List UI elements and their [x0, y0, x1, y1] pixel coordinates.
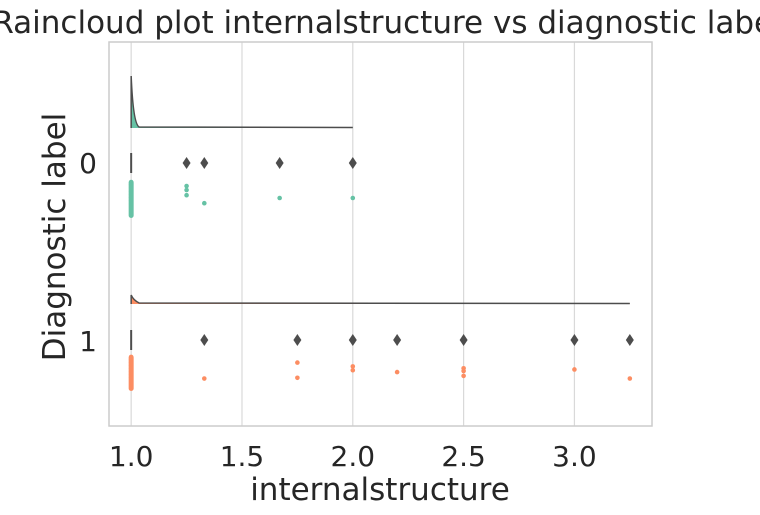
rain-cluster-0 — [128, 180, 134, 218]
rain-point — [277, 195, 282, 201]
rain-point — [350, 364, 356, 369]
outlier-marker — [459, 334, 468, 346]
rain-point — [461, 373, 466, 379]
rain-point — [461, 368, 466, 374]
x-axis-label: internalstructure — [250, 472, 510, 508]
rain-point — [184, 192, 189, 198]
outlier-marker — [570, 334, 579, 346]
y-tick-label: 0 — [79, 147, 97, 180]
outlier-marker — [625, 334, 634, 346]
outlier-marker — [182, 157, 191, 169]
outlier-marker — [293, 334, 302, 346]
outlier-marker — [200, 157, 209, 169]
outlier-marker — [348, 334, 357, 346]
y-axis-label: Diagnostic label — [37, 113, 73, 362]
rain-cluster-1 — [128, 355, 134, 391]
rain-point — [295, 360, 300, 365]
y-tick-label: 1 — [79, 325, 97, 358]
rain-point — [295, 375, 300, 381]
outlier-marker — [200, 334, 209, 346]
outlier-marker — [348, 157, 357, 169]
x-tick-label: 1.5 — [220, 440, 265, 473]
rain-point — [202, 200, 207, 206]
x-tick-label: 2.5 — [441, 440, 486, 473]
rain-point — [350, 195, 356, 201]
outlier-marker — [275, 157, 284, 169]
density-outline-0 — [130, 75, 353, 129]
chart-title: Raincloud plot internalstructure vs diag… — [0, 5, 760, 41]
plot-frame — [108, 41, 653, 427]
x-tick-label: 1.0 — [109, 440, 154, 473]
x-tick-label: 3.0 — [552, 440, 597, 473]
rain-point — [394, 369, 400, 375]
x-tick-label: 2.0 — [331, 440, 376, 473]
y-axis-ticks: 01 — [79, 147, 97, 358]
rain-point — [572, 367, 577, 372]
rain-point — [184, 183, 189, 189]
rain-point — [627, 376, 633, 381]
density-outline-1 — [130, 294, 630, 305]
rain-point — [184, 187, 189, 193]
rain-point — [350, 367, 356, 373]
plot-area — [128, 75, 634, 391]
x-axis-ticks: 1.0 1.5 2.0 2.5 3.0 — [109, 440, 597, 473]
outlier-marker — [393, 334, 402, 346]
rain-point — [202, 376, 207, 381]
